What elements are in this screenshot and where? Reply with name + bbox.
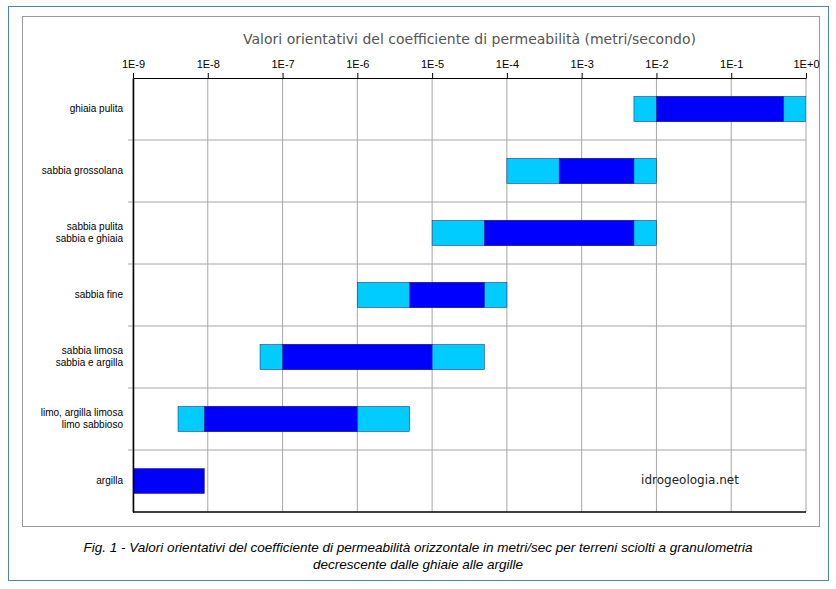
x-tick: 1E+0 [794,58,820,78]
y-tick: ghiaia pulita [70,103,133,114]
grid-line-x [656,78,657,512]
range-bar [410,283,485,308]
range-bar [133,469,204,494]
range-bar [260,345,484,370]
row-separator [128,388,806,389]
row-separator [128,264,806,265]
title: Valori orientativi del coefficiente di p… [243,31,696,47]
x-tick-label: 1E-2 [645,58,668,70]
category-label: argilla [96,475,123,486]
grid-line-x [806,78,807,512]
x-tick-label: 1E-8 [197,58,220,70]
category-label-line: sabbia pulita [67,221,124,232]
category-label: sabbia grossolana [42,165,124,176]
caption: Fig. 1 - Valori orientativi del coeffici… [84,540,753,555]
range-bar [634,97,806,122]
category-label-line: limo, argilla limosa [41,407,124,418]
y-tick: sabbia pulitasabbia e ghiaia [56,221,133,244]
x-tick-label: 1E-5 [421,58,444,70]
range-bar [484,221,634,246]
grid-line-x [282,78,283,512]
x-tick-mark [656,73,657,78]
outer-frame [9,7,829,581]
plot-bottom-line [133,511,806,513]
range-bar [656,97,783,122]
x-tick: 1E-1 [720,58,743,78]
x-tick: 1E-4 [496,58,519,78]
range-bar [432,221,656,246]
y-tick: limo, argilla limosalimo sabbioso [41,407,133,430]
category-label: sabbia fine [75,289,124,300]
grid-line-x [731,78,732,512]
x-tick-label: 1E-9 [122,58,145,70]
range-bar [178,407,410,432]
grid [128,78,806,512]
category-label-line: argilla [96,475,123,486]
x-tick-mark [432,73,433,78]
x-tick-mark [806,73,807,78]
category-label: ghiaia pulita [70,103,124,114]
category-label-line: sabbia e argilla [56,357,124,368]
chart: Valori orientativi del coefficiente di p… [0,0,836,589]
x-axis-line [134,78,807,79]
x-tick-label: 1E-3 [571,58,594,70]
x-tick: 1E-3 [571,58,594,78]
row-separator [128,202,806,203]
x-tick-mark [133,73,134,78]
x-tick-label: 1E-4 [496,58,519,70]
category-label-line: sabbia grossolana [42,165,124,176]
category-label-line: limo sabbioso [62,419,124,430]
y-axis-line [133,79,135,513]
category-label-line: sabbia limosa [62,345,124,356]
y-tick: sabbia fine [75,289,133,300]
category-label-line: ghiaia pulita [70,103,124,114]
x-tick-mark [582,73,583,78]
chart-frame [23,17,820,527]
grid-line-x [133,78,134,512]
grid-line-x [207,78,208,512]
x-tick-mark [731,73,732,78]
category-label-line: sabbia fine [75,289,124,300]
annotation: idrogeologia.net [641,473,739,487]
y-axis: ghiaia pulita sabbia grossolana sabbia pul… [41,79,134,513]
grid-line-x [581,78,582,512]
x-tick: 1E-6 [346,58,369,78]
y-tick: argilla [96,475,133,486]
row-separator [128,140,806,141]
category-label-line: sabbia e ghiaia [56,233,124,244]
range-bar [204,407,357,432]
y-tick: sabbia grossolana [42,165,133,176]
caption: decrescente dalle ghiaie alle argille [313,557,523,572]
category-label: sabbia pulitasabbia e ghiaia [56,221,124,244]
x-tick-label: 1E-7 [271,58,294,70]
x-tick: 1E-9 [122,58,145,78]
x-tick: 1E-2 [645,58,668,78]
bars [133,97,806,494]
x-tick: 1E-5 [421,58,444,78]
x-tick-mark [283,73,284,78]
x-tick: 1E-8 [197,58,220,78]
range-bar [507,159,657,184]
x-tick-mark [507,73,508,78]
x-tick-label: 1E+0 [794,58,820,70]
x-tick-mark [357,73,358,78]
y-tick: sabbia limosasabbia e argilla [56,345,133,368]
x-tick-label: 1E-1 [720,58,743,70]
category-label: limo, argilla limosalimo sabbioso [41,407,124,430]
x-axis: 1E-9 1E-8 1E-7 1E-6 1E-5 1E-4 1E-3 1E-2 1E-1 1E+0 [122,58,820,79]
range-bar [357,283,507,308]
x-tick-mark [208,73,209,78]
range-bar [283,345,433,370]
x-tick-label: 1E-6 [346,58,369,70]
range-bar [559,159,634,184]
category-label: sabbia limosasabbia e argilla [56,345,124,368]
row-separator [128,450,806,451]
x-tick: 1E-7 [271,58,294,78]
row-separator [128,326,806,327]
